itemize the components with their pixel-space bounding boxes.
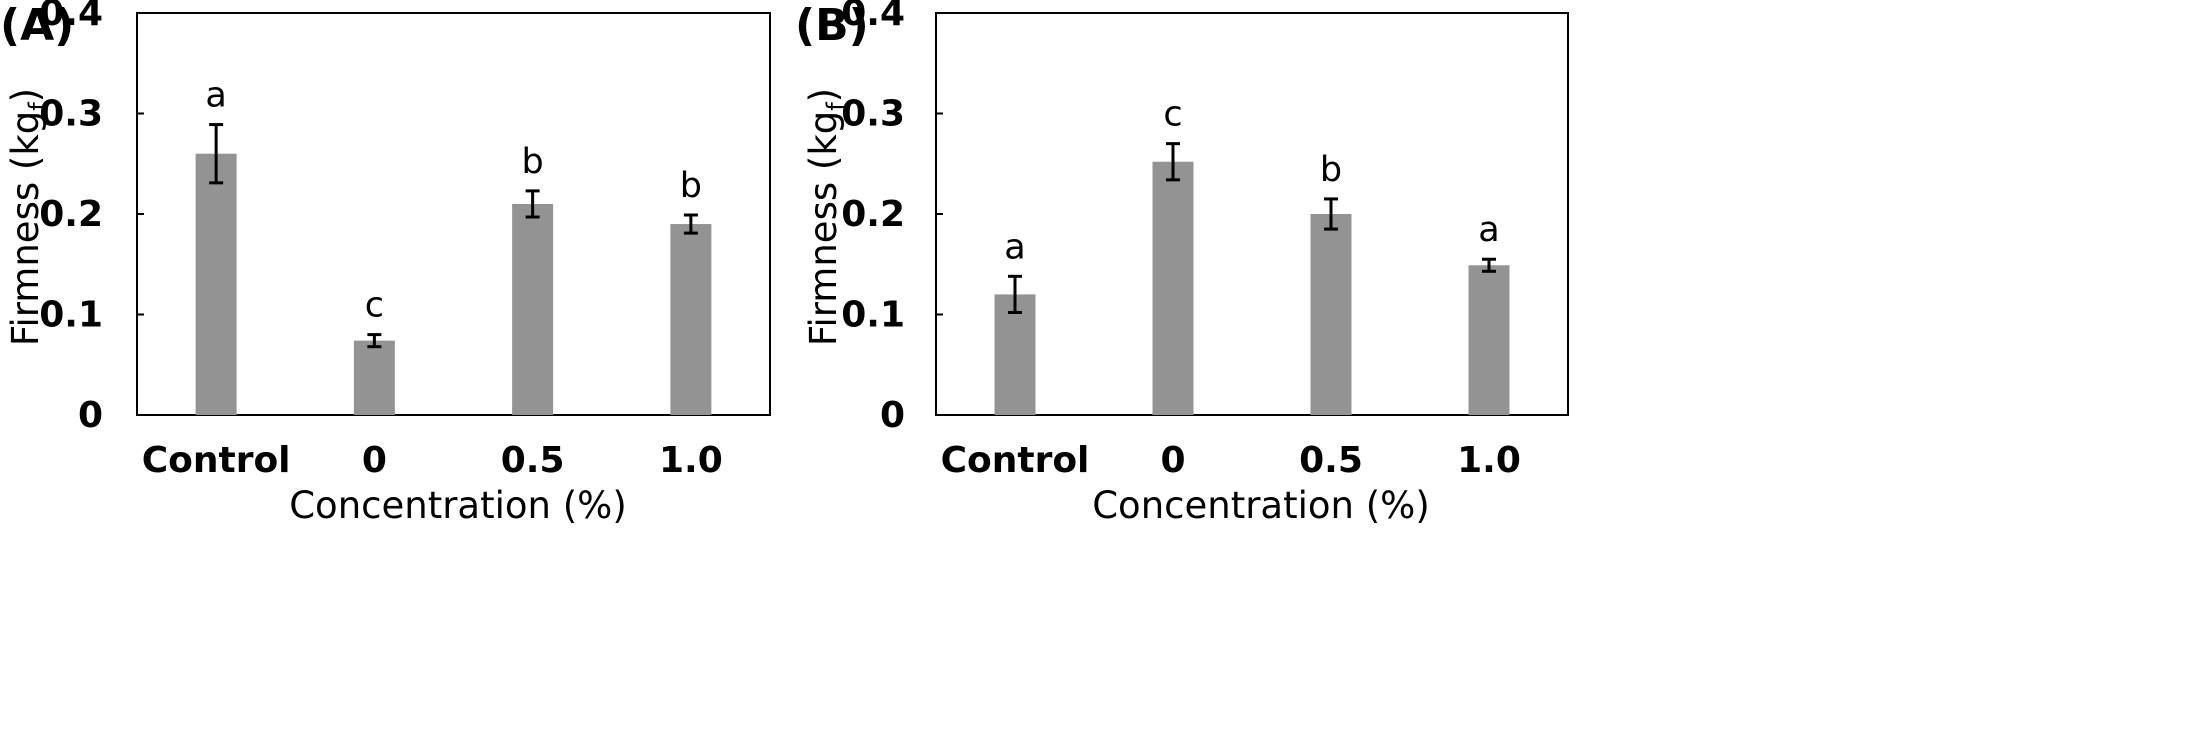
significance-letter: b xyxy=(1320,150,1342,190)
y-tick-label: 0 xyxy=(78,395,103,436)
x-tick-label: 1.0 xyxy=(659,440,723,481)
significance-letter: c xyxy=(365,286,384,326)
bar xyxy=(512,203,554,415)
y-tick-label: 0.2 xyxy=(841,194,905,235)
x-axis-title: Concentration (%) xyxy=(1092,484,1430,527)
significance-letter: b xyxy=(522,142,544,182)
y-tick-label: 0 xyxy=(880,395,905,436)
bar xyxy=(353,340,395,415)
chart-panel-1: (A) 0 0.1 0.2 0.3 0.4 Firmness (kgf) Concentrat… xyxy=(0,0,771,527)
panel-label: (A) xyxy=(0,0,74,51)
y-tick-label: 0.3 xyxy=(841,94,905,135)
panel-label: (B) xyxy=(795,0,869,51)
x-tick-label: 0.5 xyxy=(501,440,565,481)
x-tick-label: Control xyxy=(941,440,1090,481)
x-tick-label: Control xyxy=(142,440,291,481)
y-tick-label: 0.3 xyxy=(39,94,103,135)
y-tick-label: 0.4 xyxy=(841,0,905,34)
bar xyxy=(195,153,237,415)
x-axis-title: Concentration (%) xyxy=(289,484,627,527)
x-tick-label: 0.5 xyxy=(1299,440,1363,481)
significance-letter: a xyxy=(1478,210,1499,250)
bar xyxy=(994,294,1036,415)
bar xyxy=(1468,265,1510,415)
significance-letter: b xyxy=(680,166,702,206)
y-axis-title: Firmness (kgf) xyxy=(802,88,850,346)
y-tick-label: 0.2 xyxy=(39,194,103,235)
bar xyxy=(1152,161,1194,415)
chart-panel-2: (B) 0 0.1 0.2 0.3 0.4 Firmness (kgf) Concentrat… xyxy=(795,0,1569,527)
x-tick-label: 0 xyxy=(1160,440,1185,481)
y-tick-label: 0.4 xyxy=(39,0,103,34)
bar xyxy=(1310,214,1352,415)
x-tick-label: 1.0 xyxy=(1457,440,1521,481)
y-axis-title: Firmness (kgf) xyxy=(4,88,52,346)
bar xyxy=(670,224,712,415)
x-tick-label: 0 xyxy=(362,440,387,481)
significance-letter: c xyxy=(1163,95,1182,135)
significance-letter: a xyxy=(1004,227,1025,267)
y-tick-label: 0.1 xyxy=(39,295,103,336)
significance-letter: a xyxy=(205,76,226,116)
y-tick-label: 0.1 xyxy=(841,295,905,336)
